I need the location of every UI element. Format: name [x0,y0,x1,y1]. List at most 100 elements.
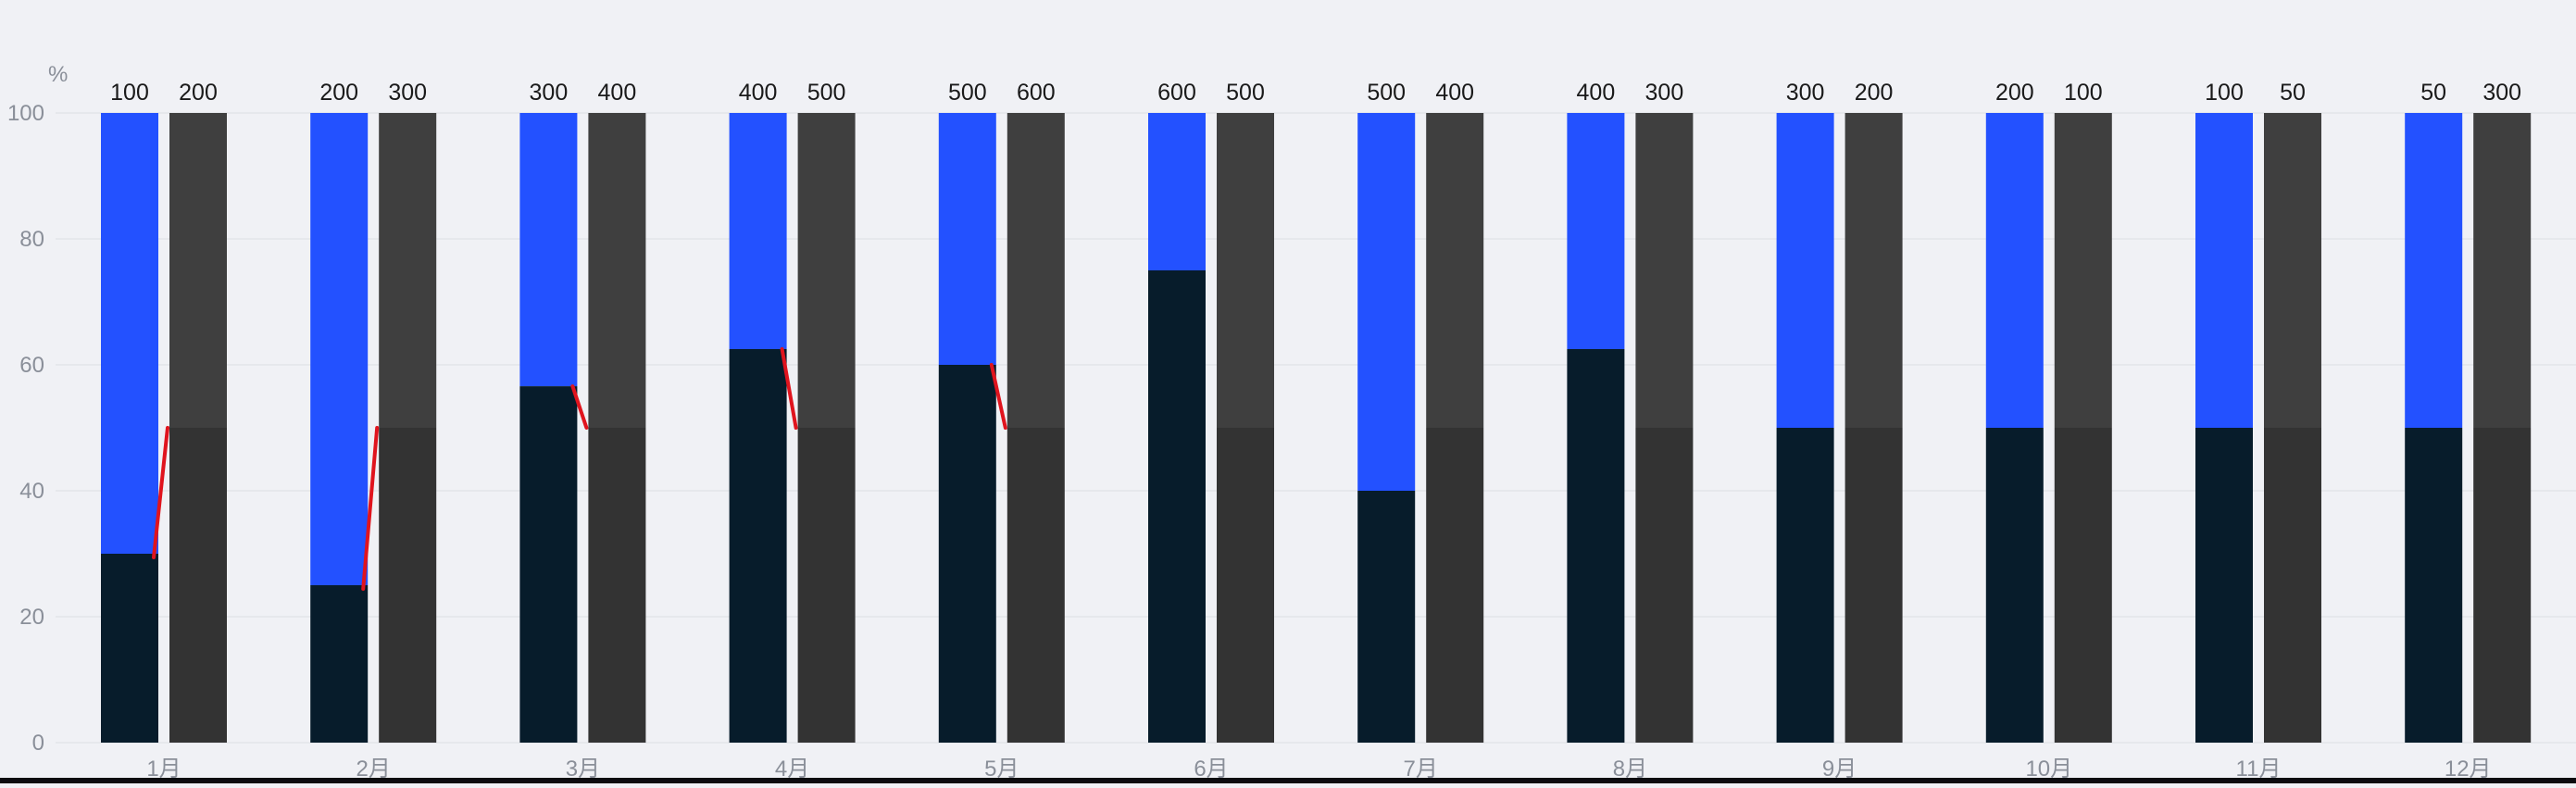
bar-right-top-segment [2054,113,2112,428]
bar-right-top-segment [1007,113,1065,428]
bar-left-top-label: 500 [1367,80,1406,106]
connector-line [989,363,1007,430]
bar-right-bottom-segment [169,428,227,743]
y-tick-label: 40 [19,479,44,504]
bar-left-top-segment [1357,113,1416,491]
connector-line [361,426,380,591]
y-tick-label: 60 [19,353,44,378]
x-category-label: 3月 [566,757,600,782]
x-category-label: 12月 [2445,757,2492,782]
bar-left-bottom-segment [2405,428,2463,743]
bar-right-top-segment [588,113,646,428]
bar-left-top-label: 200 [1995,80,2034,106]
bar-left-bottom-segment [938,365,996,743]
bar-right-top-label: 600 [1017,80,1056,106]
bar-right-top-segment [1635,113,1694,428]
bar-right-bottom-segment [1007,428,1065,743]
bar-right-top-segment [2473,113,2532,428]
bar-left-top-label: 400 [1577,80,1616,106]
bar-left-top-label: 500 [948,80,987,106]
bar-right-bottom-segment [1635,428,1694,743]
bar-right-bottom-segment [797,428,856,743]
bar-left-bottom-segment [1148,270,1206,743]
bar-left-bottom-segment [310,585,369,743]
x-category-label: 4月 [775,757,809,782]
y-unit-label: % [48,62,68,87]
bar-right-top-segment [797,113,856,428]
grid-layer [56,112,2576,744]
bar-right-bottom-segment [2054,428,2112,743]
x-category-label: 9月 [1822,757,1857,782]
bar-right-top-label: 50 [2280,80,2306,106]
connector-layer [152,347,1007,591]
bar-left-top-label: 100 [2205,80,2244,106]
x-category-label: 6月 [1194,757,1228,782]
bar-left-top-segment [519,113,578,387]
connector-line [570,384,589,430]
bar-left-bottom-segment [101,554,158,743]
bar-right-top-label: 100 [2064,80,2103,106]
x-category-label: 1月 [146,757,181,782]
bar-left-bottom-segment [1357,491,1416,743]
bar-left-top-segment [2405,113,2463,428]
bar-left-bottom-segment [519,386,578,743]
bar-right-top-label: 400 [598,80,637,106]
bar-right-top-segment [1426,113,1484,428]
bar-left-top-label: 600 [1157,80,1196,106]
x-category-label: 2月 [356,757,391,782]
bars-layer [101,113,2532,743]
bar-right-top-label: 400 [1435,80,1474,106]
bar-right-top-label: 200 [179,80,218,106]
bar-left-top-segment [1148,113,1206,270]
bar-left-bottom-segment [1985,428,2044,743]
connector-line [152,426,169,559]
bottom-edge-bar [0,778,2576,783]
bar-left-top-segment [101,113,158,554]
bar-left-top-segment [1985,113,2044,428]
bar-left-top-label: 200 [319,80,358,106]
bar-right-bottom-segment [2264,428,2321,743]
x-category-label: 11月 [2236,757,2282,782]
bar-right-top-label: 300 [2482,80,2521,106]
x-category-label: 5月 [984,757,1019,782]
x-category-label: 10月 [2025,757,2072,782]
bar-right-bottom-segment [1844,428,1903,743]
y-tick-label: 0 [32,731,44,756]
bar-right-top-segment [1217,113,1274,428]
bar-left-bottom-segment [2195,428,2253,743]
x-axis: 1月 2月 3月 4月 5月 6月 7月 8月 9月 10月 11月 12月 [146,757,2491,782]
bar-left-top-label: 400 [739,80,778,106]
bar-left-top-label: 50 [2420,80,2446,106]
bar-right-bottom-segment [588,428,646,743]
bar-left-bottom-segment [1567,349,1625,743]
bar-right-bottom-segment [2473,428,2532,743]
connector-line [780,347,798,430]
bar-right-top-segment [1844,113,1903,428]
bar-left-bottom-segment [729,349,787,743]
bar-right-top-label: 200 [1855,80,1894,106]
bar-left-top-label: 100 [110,80,149,106]
bar-left-bottom-segment [1776,428,1834,743]
bar-right-top-label: 500 [1226,80,1265,106]
bar-right-bottom-segment [1217,428,1274,743]
bar-left-top-segment [729,113,787,349]
bar-left-top-segment [310,113,369,585]
bar-right-top-label: 300 [1645,80,1684,106]
bar-right-top-segment [2264,113,2321,428]
x-category-label: 7月 [1404,757,1438,782]
x-category-label: 8月 [1613,757,1647,782]
labels-layer: 100 200 200 300 300 400 400 500 500 600 600 500 500 4… [110,80,2521,106]
bar-right-bottom-segment [379,428,437,743]
bar-left-top-label: 300 [1786,80,1825,106]
bar-left-top-segment [938,113,996,365]
bar-right-top-segment [169,113,227,428]
bar-left-top-label: 300 [530,80,569,106]
y-tick-label: 80 [19,227,44,252]
bar-right-top-label: 500 [807,80,846,106]
bar-left-top-segment [1776,113,1834,428]
bar-right-bottom-segment [1426,428,1484,743]
y-axis: % 0 20 40 60 80 100 [7,62,68,756]
bar-left-top-segment [2195,113,2253,428]
